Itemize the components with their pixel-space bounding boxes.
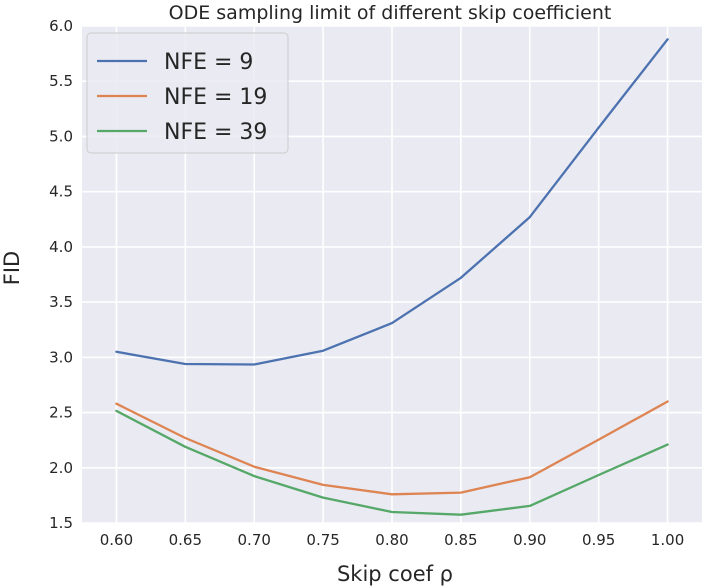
legend-label: NFE = 39 [164,120,267,145]
x-tick-label: 0.85 [444,531,477,549]
y-tick-label: 1.5 [49,514,73,532]
x-tick-label: 0.90 [513,531,546,549]
legend-frame [86,32,289,154]
y-tick-label: 5.5 [49,72,73,90]
x-tick-label: 0.75 [306,531,339,549]
x-tick-label: 0.95 [582,531,615,549]
series-layer [115,38,669,516]
chart-title: ODE sampling limit of different skip coe… [169,2,612,24]
y-tick-label: 5.0 [49,127,73,145]
y-tick-label: 2.0 [49,459,73,477]
series-line-3 [115,409,669,516]
series-line-1 [115,38,669,366]
y-axis-ticks: 1.5 2.0 2.5 3.0 3.5 4.0 4.5 5.0 5.5 6.0 [49,17,73,532]
x-tick-label: 0.65 [169,531,202,549]
y-tick-label: 4.5 [49,183,73,201]
x-axis-ticks: 0.60 0.65 0.70 0.75 0.80 0.85 0.90 0.95 1.00 [100,531,685,549]
y-tick-label: 2.5 [49,404,73,422]
y-tick-label: 6.0 [49,17,73,35]
legend-label: NFE = 19 [164,85,267,110]
legend: NFE = 9 NFE = 19 NFE = 39 [86,32,289,154]
x-tick-label: 0.70 [238,531,271,549]
x-axis-label: Skip coef ρ [337,562,453,586]
x-tick-label: 0.60 [100,531,133,549]
x-tick-label: 1.00 [651,531,684,549]
legend-label: NFE = 9 [164,50,253,75]
series-line-2 [115,400,669,496]
y-tick-label: 3.5 [49,293,73,311]
y-axis-label: FID [0,251,24,285]
y-tick-label: 3.0 [49,348,73,366]
x-tick-label: 0.80 [375,531,408,549]
y-tick-label: 4.0 [49,238,73,256]
